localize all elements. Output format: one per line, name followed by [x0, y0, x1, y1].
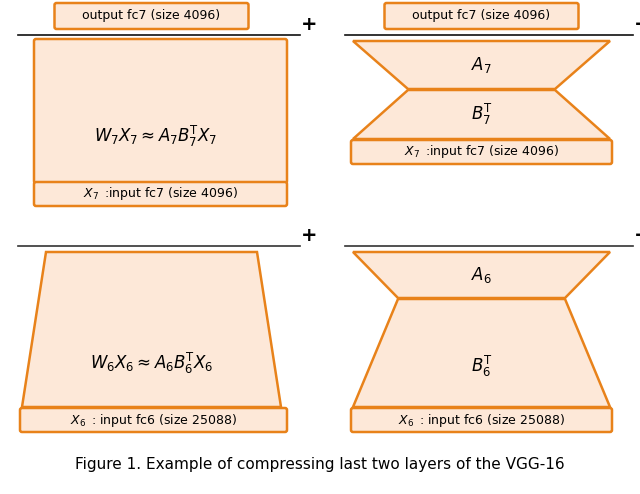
Text: +: + — [301, 226, 317, 245]
Text: $W_6 X_6 \approx A_6 B_6^{\mathrm{T}} X_6$: $W_6 X_6 \approx A_6 B_6^{\mathrm{T}} X_… — [90, 351, 213, 376]
Polygon shape — [353, 90, 610, 139]
Text: +: + — [301, 15, 317, 34]
Text: $B_6^{\mathrm{T}}$: $B_6^{\mathrm{T}}$ — [470, 353, 492, 378]
FancyBboxPatch shape — [34, 182, 287, 206]
Text: $B_7^{\mathrm{T}}$: $B_7^{\mathrm{T}}$ — [470, 102, 492, 127]
Polygon shape — [353, 252, 610, 298]
FancyBboxPatch shape — [351, 408, 612, 432]
Text: $X_7\,$ :input fc7 (size 4096): $X_7\,$ :input fc7 (size 4096) — [404, 143, 559, 161]
Text: Figure 1. Example of compressing last two layers of the VGG-16: Figure 1. Example of compressing last tw… — [75, 456, 565, 471]
Text: $X_6\,$ : input fc6 (size 25088): $X_6\,$ : input fc6 (size 25088) — [398, 412, 565, 428]
Text: +: + — [634, 226, 640, 245]
FancyBboxPatch shape — [34, 39, 287, 183]
Polygon shape — [353, 41, 610, 89]
Text: output fc7 (size 4096): output fc7 (size 4096) — [412, 9, 550, 23]
Text: +: + — [634, 15, 640, 34]
Text: $W_7 X_7 \approx A_7 B_7^{\mathrm{T}} X_7$: $W_7 X_7 \approx A_7 B_7^{\mathrm{T}} X_… — [94, 124, 217, 149]
Text: $X_7\,$ :input fc7 (size 4096): $X_7\,$ :input fc7 (size 4096) — [83, 186, 238, 203]
FancyBboxPatch shape — [20, 408, 287, 432]
Polygon shape — [353, 299, 610, 407]
Text: $A_6$: $A_6$ — [471, 265, 492, 285]
Text: output fc7 (size 4096): output fc7 (size 4096) — [83, 9, 221, 23]
Text: $A_7$: $A_7$ — [471, 55, 492, 75]
Polygon shape — [22, 252, 281, 407]
Text: $X_6\,$ : input fc6 (size 25088): $X_6\,$ : input fc6 (size 25088) — [70, 412, 237, 428]
FancyBboxPatch shape — [351, 140, 612, 164]
FancyBboxPatch shape — [54, 3, 248, 29]
FancyBboxPatch shape — [385, 3, 579, 29]
